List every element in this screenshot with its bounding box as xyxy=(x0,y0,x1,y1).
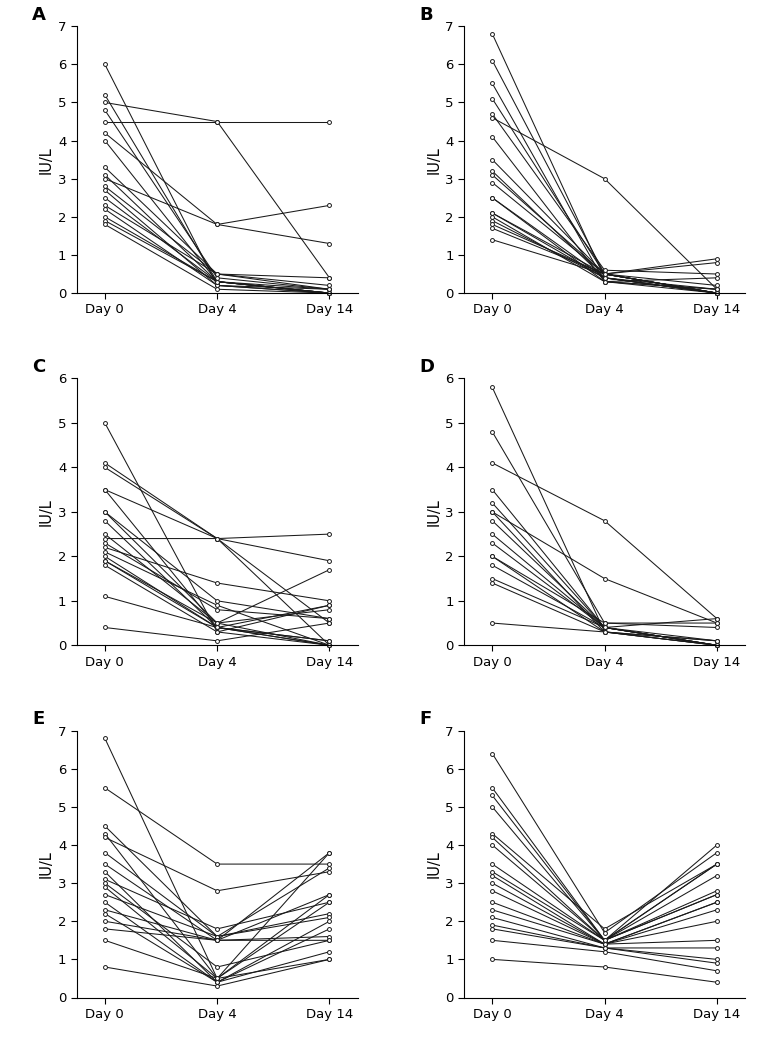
Y-axis label: IU/L: IU/L xyxy=(38,850,54,878)
Y-axis label: IU/L: IU/L xyxy=(426,498,441,526)
Text: E: E xyxy=(32,710,44,728)
Text: D: D xyxy=(419,358,434,376)
Y-axis label: IU/L: IU/L xyxy=(426,850,441,878)
Y-axis label: IU/L: IU/L xyxy=(38,498,54,526)
Y-axis label: IU/L: IU/L xyxy=(426,146,441,173)
Text: B: B xyxy=(419,5,433,23)
Y-axis label: IU/L: IU/L xyxy=(38,146,54,173)
Text: C: C xyxy=(32,358,45,376)
Text: A: A xyxy=(32,5,46,23)
Text: F: F xyxy=(419,710,432,728)
